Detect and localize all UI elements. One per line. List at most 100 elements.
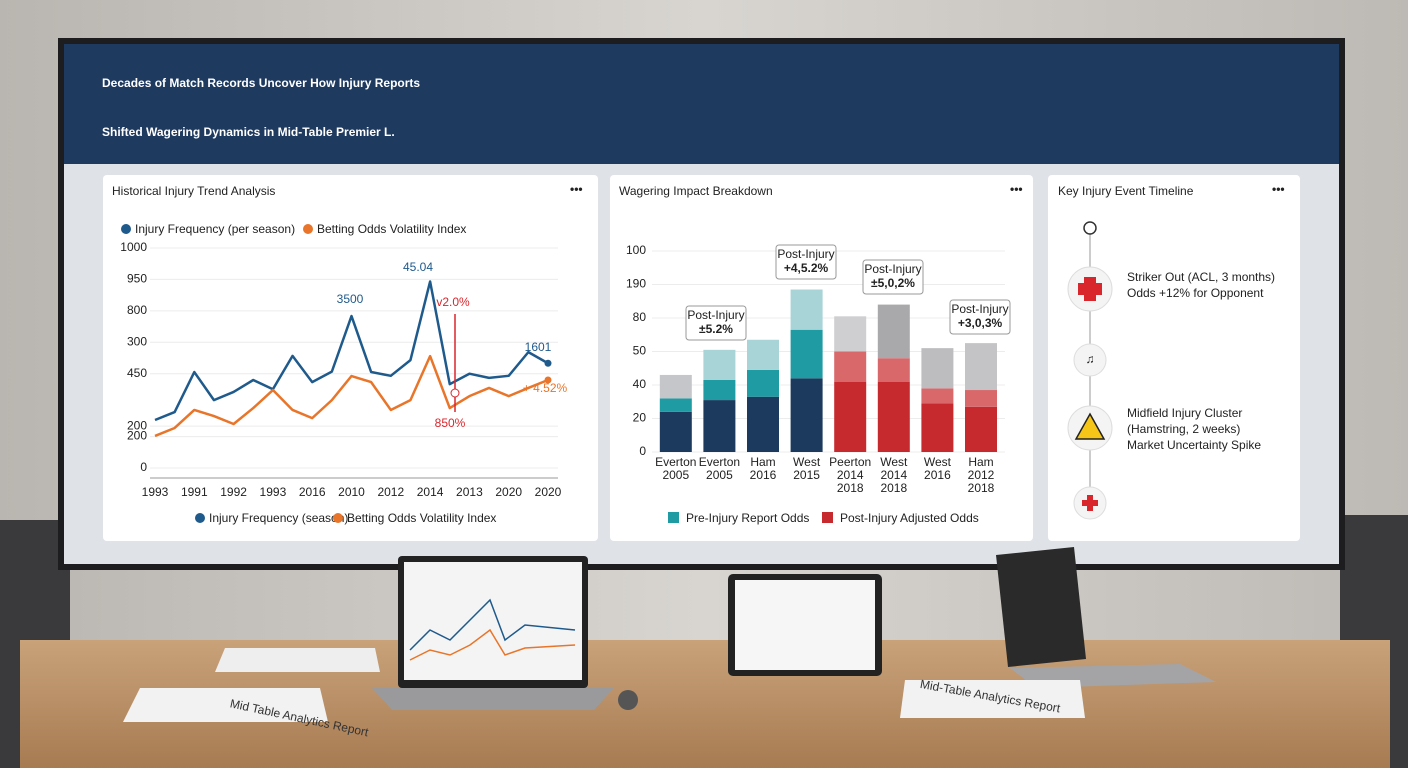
report [215,648,380,672]
icon [1073,343,1107,377]
series-line [154,354,549,438]
annotation: 1601 [525,340,552,354]
timeline-start [1083,221,1097,235]
bar-segment [877,381,910,452]
headline: Shifted Wagering Dynamics in Mid-Table P… [102,125,395,139]
panel-title: Historical Injury Trend Analysis [112,184,275,198]
callout-text: Post-Injury [777,247,834,261]
bar-segment [834,381,867,452]
event-text: Odds +12% for Opponent [1127,286,1264,300]
y-tick-label: 20 [633,411,647,425]
bar-segment [703,349,736,380]
x-tick-label: 1992 [220,485,247,499]
callout-text: Post-Injury [951,302,1008,316]
x-tick-label: 2020 [495,485,522,499]
y-tick-label: 40 [633,377,647,391]
x-tick-label: West 2014 2018 [880,455,908,495]
bar-segment [703,379,736,401]
callout-text: ±5,0,2% [871,276,915,290]
event-text: Market Uncertainty Spike [1127,438,1261,452]
bar-segment [877,358,910,382]
callout-text: ±5.2% [699,322,733,336]
x-tick-label: 2013 [456,485,483,499]
y-tick-label: 50 [633,344,647,358]
y-tick-label: 800 [127,303,147,317]
bar-segment [921,348,954,389]
y-tick-label: 0 [639,444,646,458]
bar-segment [747,339,779,370]
legend-swatch [121,224,131,234]
annotation: 850% [435,416,466,430]
panel-title: Wagering Impact Breakdown [619,184,773,198]
bar-segment [965,343,997,391]
tablet-screen [735,580,875,670]
menu[interactable]: ••• [570,182,583,196]
panel [103,175,598,541]
laptop-screen [404,562,582,680]
bar-segment [877,304,910,359]
panel-title: Key Injury Event Timeline [1058,184,1194,198]
callout-text: Post-Injury [687,308,744,322]
report [123,688,328,722]
bar-segment [965,406,997,452]
x-tick-label: Peerton 2014 2018 [829,455,871,495]
y-tick-label: 100 [626,243,646,257]
x-tick-label: Everton 2005 [655,455,696,482]
annotation: + 4.52% [523,381,568,395]
headline: Decades of Match Records Uncover How Inj… [102,76,420,90]
icon-warning [1074,412,1106,440]
bar-segment [790,378,823,452]
annotation: 45.04 [403,260,433,274]
menu[interactable]: ••• [1010,182,1023,196]
callout-box [685,305,747,341]
header-band [64,44,1339,164]
x-tick-label: 2014 [417,485,444,499]
x-tick-label: 2012 [377,485,404,499]
icon-note: ♫ [1086,352,1095,366]
y-tick-label: 200 [127,429,147,443]
menu[interactable]: ••• [1272,182,1285,196]
legend-swatch [668,512,679,523]
x-tick-label: Everton 2005 [699,455,740,482]
bar-segment [703,400,736,452]
annotation: v2.0% [436,295,470,309]
laptop-chart [409,598,576,651]
y-tick-label: 190 [626,277,646,291]
legend-label: Betting Odds Volatility Index [317,222,466,236]
panel [1048,175,1300,541]
callout-box [949,299,1011,335]
end-point [544,376,552,384]
laptop-chart [409,628,576,661]
legend-label: Post-Injury Adjusted Odds [840,511,979,525]
legend-swatch [822,512,833,523]
annotation-dot [450,388,460,398]
bar-segment [834,316,867,352]
x-tick-label: 1991 [181,485,208,499]
bar-segment [659,411,692,452]
event-text: Midfield Injury Cluster [1127,406,1242,420]
x-tick-label: 2020 [535,485,562,499]
callout-box [862,259,924,295]
legend-label: Injury Frequency (season) [209,511,348,525]
y-tick-label: 200 [127,418,147,432]
x-tick-label: West 2015 [793,455,821,482]
legend-swatch [333,513,343,523]
x-tick-label: 2010 [338,485,365,499]
legend-label: Injury Frequency (per season) [135,222,295,236]
y-tick-label: 450 [127,366,147,380]
y-tick-label: 1000 [120,240,147,254]
y-tick-label: 300 [127,334,147,348]
y-tick-label: 950 [127,272,147,286]
x-tick-label: West 2016 [924,455,952,482]
x-tick-label: 2016 [299,485,326,499]
callout-text: +4,5.2% [784,261,829,275]
x-tick-label: 1993 [142,485,169,499]
icon-cross [1078,277,1102,301]
legend-swatch [303,224,313,234]
bar-segment [921,403,954,452]
bar-segment [659,398,692,412]
callout-box [775,244,837,280]
legend-label: Pre-Injury Report Odds [686,511,809,525]
legend-label: Betting Odds Volatility Index [347,511,496,525]
